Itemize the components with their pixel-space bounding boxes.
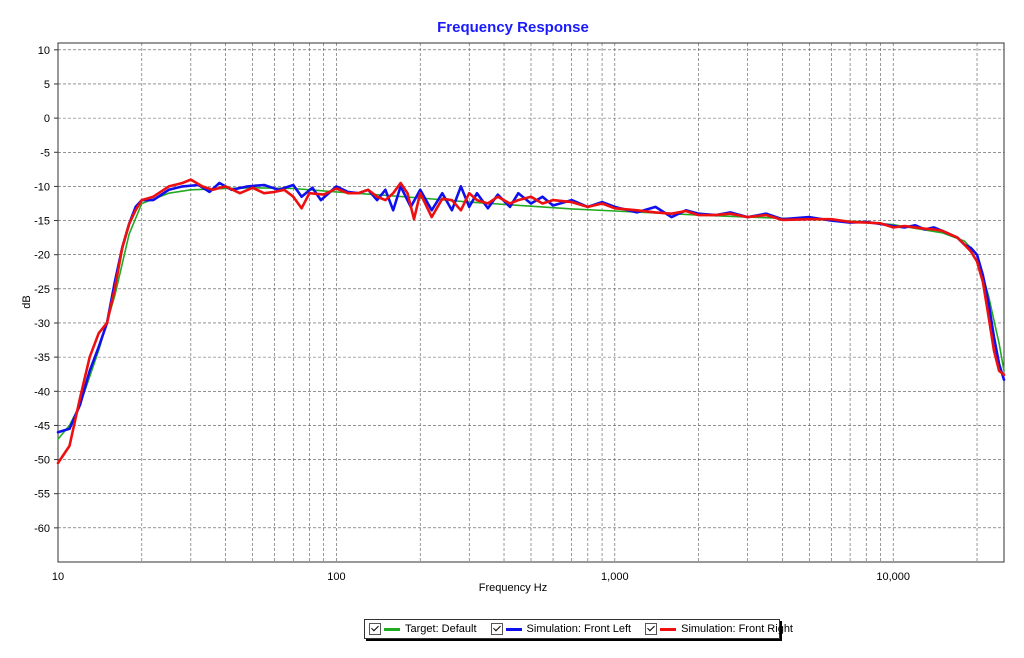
x-tick-label: 100 — [327, 571, 345, 583]
y-tick-labels: 10 5 0 -5 -10 -15 -20 -25 -30 -35 -40 -45 -50 -55 -60 — [34, 45, 58, 535]
chart-title: Frequency Response — [437, 19, 589, 36]
series-line-2 — [56, 178, 1006, 465]
plot-frame — [57, 42, 1005, 563]
legend-swatch-front-left — [505, 627, 522, 631]
legend-item-target[interactable]: Target: Default — [369, 623, 477, 635]
y-tick-label: -55 — [34, 489, 50, 501]
y-tick-label: -25 — [34, 284, 50, 296]
y-tick-label: -60 — [34, 523, 50, 535]
y-tick-label: -45 — [34, 420, 50, 432]
y-tick-label: -10 — [34, 181, 50, 193]
legend-item-front-left[interactable]: Simulation: Front Left — [490, 623, 632, 635]
y-axis-label: dB — [21, 295, 33, 308]
x-tick-label: 1,000 — [601, 571, 629, 583]
y-tick-label: -50 — [34, 455, 50, 467]
legend-swatch-front-right — [660, 627, 677, 631]
legend-item-front-right[interactable]: Simulation: Front Right — [645, 623, 793, 635]
legend-swatch-target — [384, 627, 400, 631]
x-tick-labels: 10 100 1,000 10,000 — [52, 571, 910, 583]
y-tick-label: -40 — [34, 386, 50, 398]
y-tick-label: 0 — [44, 113, 50, 125]
y-tick-label: -15 — [34, 216, 50, 228]
y-tick-label: 10 — [38, 45, 50, 57]
x-axis-label: Frequency Hz — [479, 582, 547, 594]
legend-label-target: Target: Default — [405, 623, 477, 635]
y-tick-label: -5 — [40, 147, 50, 159]
y-tick-label: 5 — [44, 79, 50, 91]
legend-checkbox-target[interactable] — [369, 623, 381, 635]
chart-legend: Target: Default Simulation: Front Left S… — [364, 619, 793, 639]
legend-checkbox-front-left[interactable] — [490, 623, 503, 635]
series-lines — [56, 178, 1006, 465]
y-tick-label: -20 — [34, 250, 50, 262]
legend-checkbox-front-right[interactable] — [645, 623, 658, 635]
legend-label-front-left: Simulation: Front Left — [526, 623, 632, 635]
x-tick-label: 10 — [52, 571, 64, 583]
grid-lines — [58, 43, 1004, 562]
x-tick-label: 10,000 — [876, 571, 910, 583]
y-tick-label: -35 — [34, 352, 50, 364]
y-tick-label: -30 — [34, 318, 50, 330]
legend-label-front-right: Simulation: Front Right — [681, 623, 793, 635]
